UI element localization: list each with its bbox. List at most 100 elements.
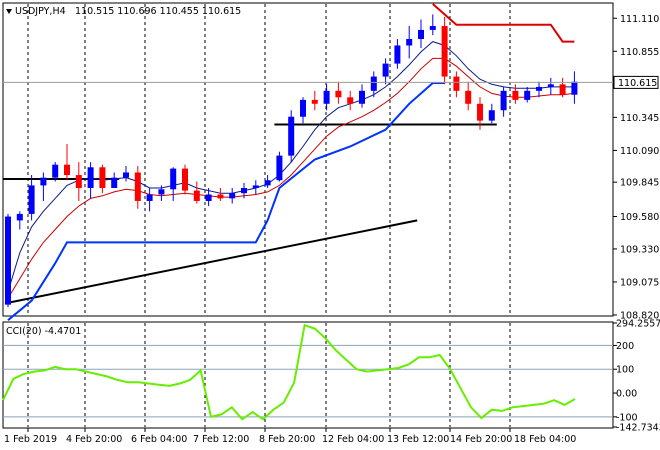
candle — [99, 164, 106, 194]
trailing-stop-red-line — [432, 3, 575, 43]
candle — [16, 211, 23, 230]
time-tick-label: 7 Feb 12:00 — [193, 434, 249, 445]
candle — [311, 90, 318, 111]
time-tick-label: 6 Feb 04:00 — [131, 434, 187, 445]
candle-body — [488, 110, 495, 121]
price-tick-label: 109.845 — [620, 178, 659, 189]
candle-body — [536, 86, 542, 91]
candle-body — [158, 189, 165, 195]
candle — [359, 84, 365, 108]
candle-body — [241, 188, 247, 194]
cci-line-layer — [2, 323, 576, 421]
candle — [52, 162, 59, 182]
candle — [146, 188, 153, 212]
triangle-down-icon[interactable] — [6, 9, 12, 14]
cci-tick-label: 294.2557 — [616, 319, 660, 330]
time-tick-label: 12 Feb 04:00 — [322, 434, 384, 445]
candle-body — [99, 167, 106, 189]
slow-moving-average-line — [7, 57, 575, 299]
candle-body — [252, 185, 259, 189]
candle — [205, 188, 212, 207]
candle-body — [111, 177, 118, 189]
candle — [241, 182, 247, 199]
candle-body — [394, 45, 401, 64]
candle-body — [323, 90, 330, 104]
candle-body — [465, 90, 472, 104]
candle-body — [146, 194, 153, 201]
candle-body — [311, 99, 318, 104]
candle-body — [52, 164, 59, 178]
candle-body — [571, 81, 578, 95]
price-tick-label: 109.580 — [620, 212, 659, 223]
cci-indicator-label: CCI(20) -4.4701 — [6, 326, 81, 337]
candle-body — [134, 172, 141, 201]
candle — [134, 165, 141, 209]
candle-body — [359, 90, 365, 104]
cci-tick-label: 200 — [616, 341, 634, 352]
candle — [547, 77, 554, 95]
price-panel-frame — [2, 2, 614, 317]
candle-body — [217, 194, 224, 199]
candle — [370, 71, 377, 98]
price-tick-label: 110.090 — [620, 146, 659, 157]
time-tick-label: 18 Feb 04:00 — [514, 434, 576, 445]
candle — [158, 185, 165, 201]
candle — [217, 188, 224, 201]
price-tick-label: 109.075 — [620, 277, 659, 288]
candle-body — [205, 194, 212, 201]
candle-body — [193, 190, 200, 201]
candle — [429, 14, 436, 36]
price-tick-label: 110.855 — [620, 47, 659, 58]
candle — [465, 81, 472, 111]
candle — [182, 164, 188, 195]
candle — [123, 165, 129, 182]
candle — [382, 58, 389, 85]
candle — [229, 188, 236, 204]
candle-body — [429, 26, 436, 30]
candle — [441, 16, 448, 85]
candle-body — [547, 84, 554, 87]
time-axis: 1 Feb 2019 4 Feb 20:00 6 Feb 04:00 7 Feb 12… — [4, 428, 576, 445]
candle-body — [123, 172, 129, 178]
time-tick-label: 4 Feb 20:00 — [66, 434, 122, 445]
time-tick-label: 1 Feb 2019 — [4, 434, 57, 445]
candle — [536, 81, 542, 98]
candle — [559, 77, 566, 98]
candle — [300, 97, 306, 124]
candlesticks — [5, 14, 578, 308]
candle — [252, 180, 259, 195]
candle — [5, 213, 11, 308]
time-tick-label: 14 Feb 20:00 — [450, 434, 512, 445]
current-price-label: 110.615 — [618, 78, 657, 89]
candle — [406, 26, 413, 59]
ohlc-values: 110.515 110.696 110.455 110.615 — [75, 6, 241, 17]
candle-body — [229, 193, 236, 199]
candle — [488, 103, 495, 124]
candle — [28, 175, 35, 221]
candle-body — [182, 168, 188, 191]
candle — [40, 172, 47, 201]
current-price-label-box — [613, 75, 659, 89]
candle — [571, 71, 578, 104]
cci-tick-label: 100 — [616, 365, 634, 376]
cci-level-lines — [3, 344, 613, 418]
candle — [75, 162, 82, 201]
cci-tick-label: 0.00 — [616, 389, 637, 400]
time-tick-label: 13 Feb 12:00 — [387, 434, 449, 445]
candle-body — [406, 38, 413, 46]
trailing-stop-blue-line — [7, 82, 445, 321]
candle — [335, 81, 342, 104]
candle-body — [264, 180, 271, 186]
candle-body — [300, 99, 306, 117]
candle — [323, 84, 330, 111]
cci-tick-label: -142.7343 — [616, 423, 660, 434]
candle — [477, 97, 483, 130]
candle — [347, 90, 354, 111]
candle-body — [382, 63, 389, 77]
candle — [193, 181, 200, 204]
candle-body — [276, 155, 283, 181]
cci-line — [2, 323, 576, 421]
candle — [524, 86, 531, 103]
candle-body — [477, 103, 483, 121]
